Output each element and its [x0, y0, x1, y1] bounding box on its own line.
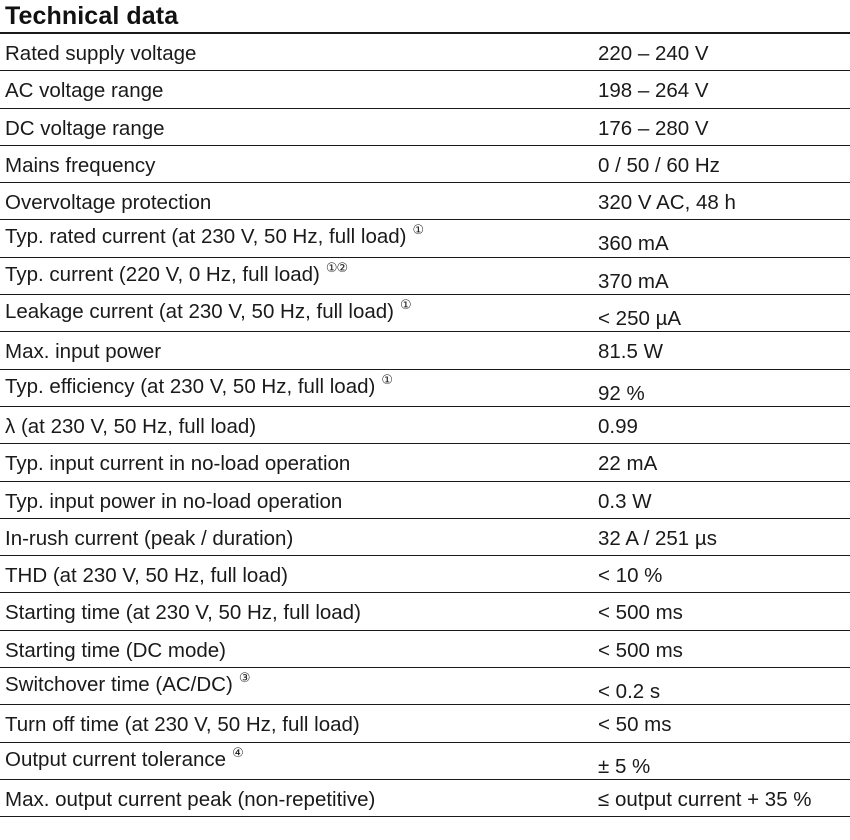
value-cell: 360 mA: [598, 232, 669, 256]
parameter-cell: Turn off time (at 230 V, 50 Hz, full loa…: [5, 713, 360, 737]
value-cell: 92 %: [598, 381, 645, 405]
value-cell: 176 – 280 V: [598, 116, 709, 140]
parameter-label: In-rush current (peak / duration): [5, 526, 294, 550]
parameter-label: Max. output current peak (non-repetitive…: [5, 787, 376, 811]
parameter-cell: Starting time (at 230 V, 50 Hz, full loa…: [5, 601, 361, 625]
value-cell: < 250 µA: [598, 307, 682, 331]
parameter-label: Typ. input current in no-load operation: [5, 452, 351, 476]
footnote-marker: ①: [399, 297, 412, 313]
value-cell: 0.99: [598, 414, 638, 438]
table-row: Rated supply voltage 220 – 240 V: [0, 34, 850, 72]
value-cell: 220 – 240 V: [598, 42, 709, 65]
parameter-cell: Overvoltage protection: [5, 191, 211, 215]
parameter-label: Max. input power: [5, 340, 162, 364]
table-row: AC voltage range 198 – 264 V: [0, 71, 850, 109]
footnote-marker: ④: [232, 744, 244, 760]
footnote-marker: ③: [238, 670, 251, 686]
value-cell: ≤ output current + 35 %: [598, 787, 812, 811]
parameter-label: Leakage current (at 230 V, 50 Hz, full l…: [5, 300, 394, 324]
value-cell: < 500 ms: [598, 638, 683, 662]
parameter-label: DC voltage range: [5, 116, 165, 140]
title-divider: [0, 32, 850, 34]
parameter-label: THD (at 230 V, 50 Hz, full load): [5, 564, 288, 588]
parameter-label: Turn off time (at 230 V, 50 Hz, full loa…: [5, 713, 360, 737]
parameter-cell: λ (at 230 V, 50 Hz, full load): [5, 415, 256, 439]
parameter-cell: Output current tolerance ④: [5, 744, 244, 772]
footnote-marker: ①②: [325, 259, 348, 275]
parameter-label: Output current tolerance: [5, 747, 227, 771]
table-row: λ (at 230 V, 50 Hz, full load) 0.99: [0, 407, 850, 445]
footnote-marker: ①: [381, 371, 393, 387]
parameter-cell: Typ. input power in no-load operation: [5, 490, 342, 514]
table-row: Overvoltage protection 320 V AC, 48 h: [0, 183, 850, 221]
parameter-cell: THD (at 230 V, 50 Hz, full load): [5, 564, 288, 588]
value-cell: 320 V AC, 48 h: [598, 191, 736, 215]
value-cell: 198 – 264 V: [598, 79, 709, 103]
parameter-label: Mains frequency: [5, 153, 156, 177]
parameter-cell: Typ. input current in no-load operation: [5, 452, 350, 476]
table-row: Max. output current peak (non-repetitive…: [0, 780, 850, 818]
parameter-label: Typ. rated current (at 230 V, 50 Hz, ful…: [5, 225, 407, 249]
section-title: Technical data: [5, 2, 179, 30]
table-row: Starting time (at 230 V, 50 Hz, full loa…: [0, 593, 850, 631]
parameter-cell: In-rush current (peak / duration): [5, 527, 293, 551]
parameter-cell: Typ. current (220 V, 0 Hz, full load) ①②: [5, 259, 348, 287]
parameter-cell: DC voltage range: [5, 117, 165, 141]
value-cell: < 10 %: [598, 564, 663, 588]
parameter-cell: AC voltage range: [5, 79, 163, 103]
value-cell: 81.5 W: [598, 340, 663, 364]
table-row: Typ. current (220 V, 0 Hz, full load) ①② 3…: [0, 258, 850, 296]
table-row: Leakage current (at 230 V, 50 Hz, full l…: [0, 295, 850, 333]
table-row: Starting time (DC mode) < 500 ms: [0, 631, 850, 669]
parameter-label: AC voltage range: [5, 79, 164, 103]
table-row: Typ. efficiency (at 230 V, 50 Hz, full l…: [0, 370, 850, 407]
table-row: Turn off time (at 230 V, 50 Hz, full loa…: [0, 705, 850, 743]
value-cell: ± 5 %: [598, 754, 651, 778]
footnote-marker: ①: [412, 222, 424, 238]
parameter-cell: Typ. rated current (at 230 V, 50 Hz, ful…: [5, 222, 424, 249]
parameter-cell: Mains frequency: [5, 154, 155, 178]
parameter-label: Overvoltage protection: [5, 191, 212, 215]
table-row: Mains frequency 0 / 50 / 60 Hz: [0, 146, 850, 184]
table-row: Typ. input power in no-load operation 0.3…: [0, 482, 850, 519]
parameter-cell: Switchover time (AC/DC) ③: [5, 670, 251, 697]
table-row: Max. input power 81.5 W: [0, 332, 850, 370]
value-cell: < 50 ms: [598, 713, 672, 737]
parameter-label: Switchover time (AC/DC): [5, 673, 233, 697]
parameter-label: Rated supply voltage: [5, 42, 197, 65]
value-cell: 32 A / 251 µs: [598, 526, 717, 550]
parameter-cell: Rated supply voltage: [5, 42, 196, 66]
table-row: Typ. input current in no-load operation 2…: [0, 444, 850, 482]
value-cell: 0 / 50 / 60 Hz: [598, 153, 720, 177]
table-row: Typ. rated current (at 230 V, 50 Hz, ful…: [0, 220, 850, 258]
value-cell: < 0.2 s: [598, 680, 661, 704]
parameter-cell: Max. output current peak (non-repetitive…: [5, 788, 375, 812]
value-cell: 370 mA: [598, 269, 669, 293]
parameter-cell: Starting time (DC mode): [5, 639, 226, 663]
table-row: Output current tolerance ④ ± 5 %: [0, 743, 850, 780]
parameter-label: Typ. current (220 V, 0 Hz, full load): [5, 262, 320, 286]
table-row: In-rush current (peak / duration) 32 A / …: [0, 519, 850, 557]
parameter-label: Starting time (DC mode): [5, 638, 227, 662]
value-cell: 0.3 W: [598, 489, 652, 513]
parameter-label: λ (at 230 V, 50 Hz, full load): [5, 414, 257, 438]
table-row: THD (at 230 V, 50 Hz, full load) < 10 %: [0, 556, 850, 594]
technical-data-table: Rated supply voltage 220 – 240 V AC voltag…: [0, 34, 850, 818]
value-cell: < 500 ms: [598, 601, 683, 625]
parameter-cell: Max. input power: [5, 340, 161, 364]
parameter-cell: Typ. efficiency (at 230 V, 50 Hz, full l…: [5, 371, 393, 399]
parameter-label: Starting time (at 230 V, 50 Hz, full loa…: [5, 601, 361, 625]
table-row: Switchover time (AC/DC) ③ < 0.2 s: [0, 668, 850, 706]
parameter-cell: Leakage current (at 230 V, 50 Hz, full l…: [5, 297, 412, 324]
parameter-label: Typ. input power in no-load operation: [5, 489, 343, 513]
table-row: DC voltage range 176 – 280 V: [0, 109, 850, 146]
parameter-label: Typ. efficiency (at 230 V, 50 Hz, full l…: [5, 374, 376, 398]
value-cell: 22 mA: [598, 452, 658, 476]
